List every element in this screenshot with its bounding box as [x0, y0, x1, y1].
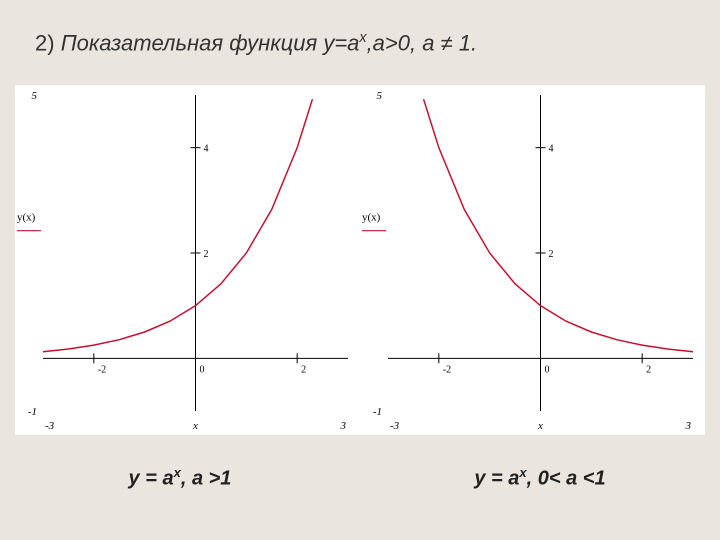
left-eq-y: y = a — [129, 468, 174, 490]
left-chart-svg: -2 0 2 2 4 -1 5 -3 x 3 y(x) — [15, 85, 360, 435]
svg-text:-2: -2 — [443, 364, 451, 375]
captions-row: y = ax, a >1 y = ax, 0< a <1 — [0, 465, 720, 491]
right-caption: y = ax, 0< a <1 — [360, 465, 720, 491]
title-prefix: 2) — [35, 30, 61, 55]
title-main: Показательная функция — [61, 30, 324, 55]
left-eq-exp: x — [174, 465, 181, 480]
svg-text:5: 5 — [32, 90, 38, 102]
svg-text:0: 0 — [545, 364, 550, 375]
title-formula-exp: x — [359, 30, 366, 46]
svg-text:x: x — [537, 420, 543, 432]
title-formula-tail: ,a>0, a ≠ 1. — [367, 30, 478, 55]
slide-title: 2) Показательная функция y=ax,a>0, a ≠ 1… — [35, 30, 477, 56]
title-formula-y: y=a — [323, 30, 359, 55]
svg-text:0: 0 — [200, 364, 205, 375]
right-chart-panel: -2 0 2 2 4 -1 5 -3 x 3 y(x) — [360, 85, 705, 435]
svg-text:4: 4 — [204, 144, 209, 155]
svg-text:-2: -2 — [98, 364, 106, 375]
svg-text:2: 2 — [301, 364, 306, 375]
right-eq-y: y = a — [474, 468, 519, 490]
charts-row: -2 0 2 2 4 -1 5 -3 x 3 y(x) -2 0 2 2 4 -1 5 -3 x 3 y(x) — [15, 85, 705, 435]
svg-text:2: 2 — [204, 249, 209, 260]
svg-text:3: 3 — [685, 420, 692, 432]
left-caption: y = ax, a >1 — [0, 465, 360, 491]
svg-text:3: 3 — [340, 420, 347, 432]
svg-text:x: x — [192, 420, 198, 432]
svg-text:2: 2 — [646, 364, 651, 375]
left-chart-panel: -2 0 2 2 4 -1 5 -3 x 3 y(x) — [15, 85, 360, 435]
svg-text:y(x): y(x) — [362, 212, 381, 224]
svg-text:-3: -3 — [390, 420, 400, 432]
svg-text:-1: -1 — [28, 406, 37, 418]
svg-text:4: 4 — [549, 144, 554, 155]
right-eq-cond: , 0< a <1 — [527, 468, 606, 490]
svg-text:-3: -3 — [45, 420, 55, 432]
svg-text:-1: -1 — [373, 406, 382, 418]
left-eq-cond: , a >1 — [181, 468, 232, 490]
svg-text:5: 5 — [377, 90, 383, 102]
svg-text:2: 2 — [549, 249, 554, 260]
svg-text:y(x): y(x) — [17, 212, 36, 224]
right-eq-exp: x — [519, 465, 526, 480]
right-chart-svg: -2 0 2 2 4 -1 5 -3 x 3 y(x) — [360, 85, 705, 435]
